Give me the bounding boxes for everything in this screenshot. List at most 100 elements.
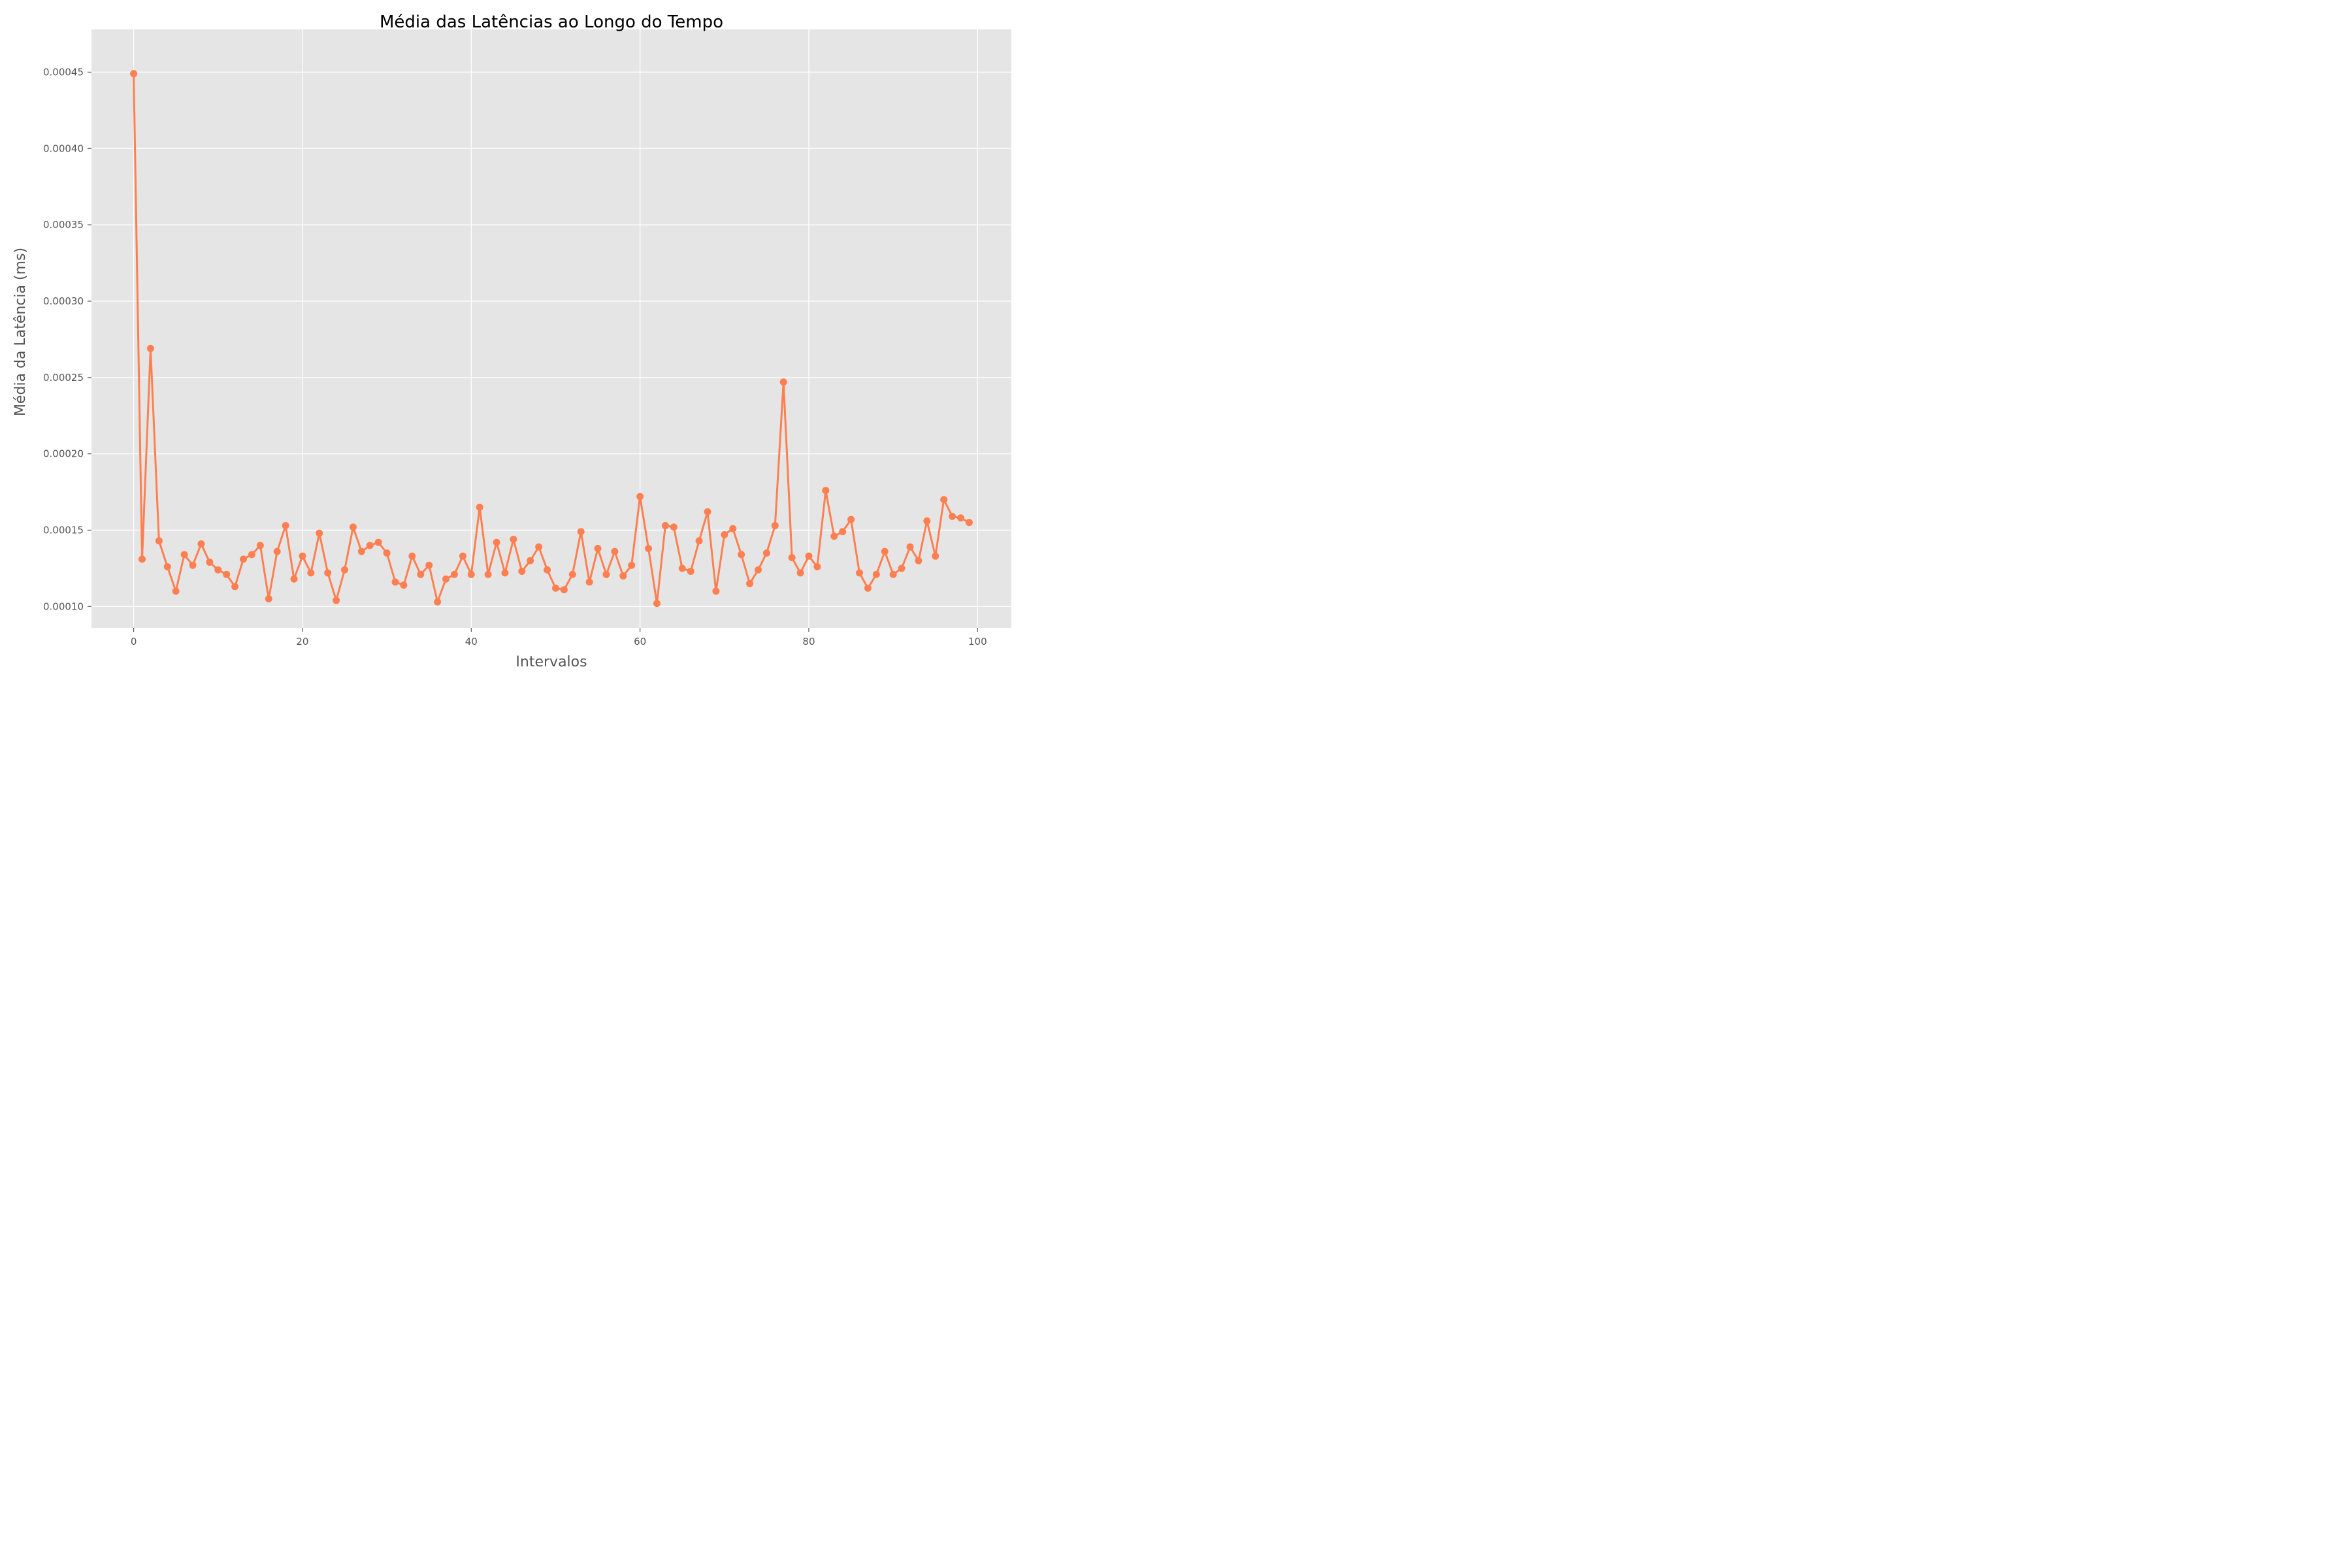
data-point [155,537,163,545]
data-point [670,523,678,531]
data-point [501,569,509,577]
data-point [687,568,694,576]
data-point [425,561,433,569]
data-point [442,575,450,583]
data-point [602,570,610,578]
data-point [738,551,745,559]
data-point [661,521,669,529]
data-point [611,547,619,555]
data-point [357,547,365,555]
data-point [434,598,442,606]
data-point [746,580,754,587]
data-point [172,587,180,595]
data-point [915,557,923,564]
data-point [577,528,585,536]
data-point [932,552,939,560]
y-tick-label: 0.00040 [43,142,84,154]
data-point [813,563,821,571]
data-point [518,568,526,576]
x-axis-label: Intervalos [515,654,587,670]
data-point [855,569,863,577]
data-point [830,532,838,540]
data-point [594,544,602,552]
data-point [585,578,593,586]
data-point [146,344,154,352]
data-point [847,515,855,523]
data-point [889,570,897,578]
data-point [796,569,804,577]
y-tick-label: 0.00015 [43,524,84,536]
data-point [805,552,813,560]
x-tick-label: 80 [802,636,815,647]
data-point [510,535,517,543]
data-point [535,543,543,551]
data-point [527,557,534,564]
latency-line-chart: 0 20 40 60 80 100 0.00010 0.00015 0.00020 0.0002… [12,12,1011,670]
data-point [678,564,686,572]
x-tick-label: 100 [968,636,987,647]
plot-background [91,29,1011,628]
data-point [299,552,306,560]
y-axis-ticks: 0.00010 0.00015 0.00020 0.00025 0.00030 0.000… [43,66,91,612]
data-point [619,572,627,580]
data-point [754,566,762,574]
data-point [628,561,636,569]
data-point [712,587,720,595]
y-tick-label: 0.00010 [43,600,84,612]
data-point [307,569,315,577]
data-point [341,566,349,574]
data-point [544,566,551,574]
data-point [560,586,568,594]
data-point [965,519,973,527]
data-point [645,544,653,552]
data-point [484,570,492,578]
x-tick-label: 60 [634,636,646,647]
y-tick-label: 0.00035 [43,219,84,231]
data-point [839,528,847,536]
data-point [374,538,382,546]
data-point [383,549,391,557]
data-point [139,555,146,563]
x-tick-label: 40 [465,636,478,647]
data-point [949,512,956,520]
data-point [923,517,931,525]
data-point [729,525,737,532]
series-line [133,73,970,605]
data-point [940,496,948,504]
y-tick-label: 0.00030 [43,295,84,307]
y-tick-label: 0.00045 [43,66,84,78]
data-point [282,521,289,529]
data-point [551,584,559,592]
data-point [417,570,425,578]
data-point [240,555,248,563]
data-point [256,542,264,549]
x-tick-label: 0 [131,636,137,647]
data-point [898,564,906,572]
y-tick-label: 0.00020 [43,448,84,460]
data-point [290,575,298,583]
data-point [906,543,914,551]
data-point [248,551,255,559]
data-point [214,566,222,574]
data-point [653,600,661,608]
data-point [273,547,281,555]
data-point [493,538,500,546]
data-point [788,554,796,562]
data-point [568,570,576,578]
x-axis-ticks: 0 20 40 60 80 100 [131,628,987,647]
data-point [721,531,728,538]
data-point [695,537,703,545]
data-point [864,584,872,592]
data-point [450,570,458,578]
data-point [231,583,239,591]
data-point [333,596,340,604]
data-point [391,578,399,586]
x-tick-label: 20 [296,636,308,647]
data-point [636,493,644,500]
data-point [779,378,787,386]
data-point [180,551,188,559]
data-point [704,508,711,515]
data-point [408,552,416,560]
data-point [316,529,323,537]
data-point [771,521,779,529]
